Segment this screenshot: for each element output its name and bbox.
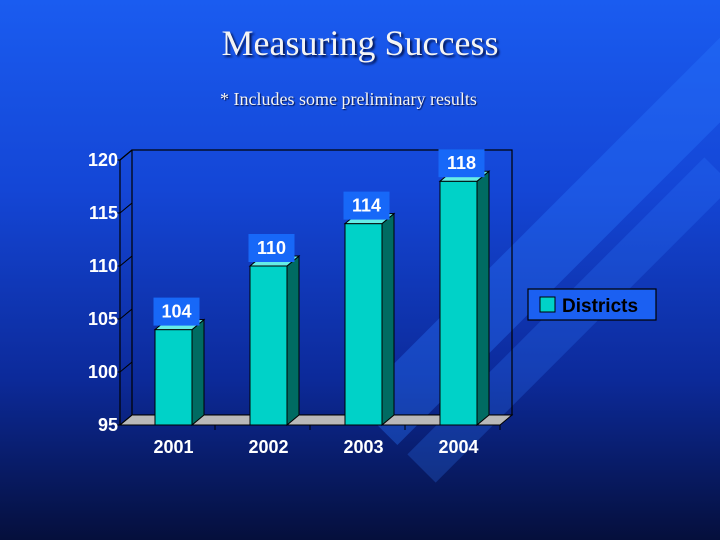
bar-side bbox=[286, 254, 300, 427]
bar-front bbox=[439, 180, 478, 426]
bar-side bbox=[476, 170, 490, 427]
y-axis: 95 100 105 110 115 120 bbox=[88, 149, 133, 435]
data-label-background bbox=[248, 234, 295, 262]
bar-side bbox=[191, 318, 205, 427]
x-axis: 2001 2002 2003 2004 bbox=[153, 425, 501, 457]
y-gridline-stub bbox=[119, 414, 133, 426]
data-label-background bbox=[153, 297, 200, 326]
bar-front bbox=[249, 265, 288, 426]
y-tick-label: 115 bbox=[89, 203, 118, 223]
y-tick-label: 110 bbox=[89, 256, 118, 276]
bar-front bbox=[154, 329, 193, 426]
x-tick-label: 2001 bbox=[153, 437, 193, 457]
slide-subtitle: * Includes some preliminary results bbox=[220, 89, 477, 109]
bar-2003: 114 bbox=[343, 191, 396, 427]
y-tick-label: 95 bbox=[98, 415, 118, 435]
y-tick-label: 120 bbox=[88, 150, 118, 170]
data-label-background bbox=[438, 149, 485, 178]
bar-side bbox=[381, 212, 395, 427]
data-label: 104 bbox=[161, 302, 191, 322]
y-tick-label: 105 bbox=[88, 309, 118, 329]
bar-2004: 118 bbox=[438, 149, 491, 427]
x-tick-label: 2002 bbox=[248, 437, 288, 457]
legend-swatch bbox=[539, 296, 556, 313]
y-tick-label: 100 bbox=[88, 362, 118, 382]
y-gridline-stub bbox=[119, 202, 133, 214]
bar-2002: 110 bbox=[248, 234, 301, 427]
y-gridline-stub bbox=[119, 361, 133, 373]
bars: 104 110 114 118 bbox=[153, 149, 491, 427]
legend[interactable]: Districts bbox=[527, 288, 657, 321]
y-gridline-stub bbox=[119, 308, 133, 320]
bar-2001: 104 bbox=[153, 297, 206, 427]
legend-label: Districts bbox=[562, 296, 638, 317]
data-label-background bbox=[343, 191, 390, 220]
y-gridline-stub bbox=[119, 255, 133, 267]
x-tick-label: 2003 bbox=[343, 437, 383, 457]
y-gridline-stub bbox=[119, 149, 133, 161]
slide-title: Measuring Success bbox=[221, 23, 499, 63]
bar-front bbox=[344, 223, 383, 426]
x-tick-label: 2004 bbox=[438, 437, 478, 457]
data-label: 118 bbox=[447, 153, 476, 173]
data-label: 114 bbox=[352, 196, 381, 216]
data-label: 110 bbox=[257, 238, 286, 258]
